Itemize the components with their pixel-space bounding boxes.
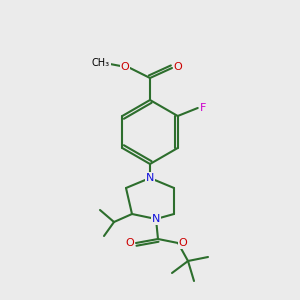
Text: N: N — [152, 214, 160, 224]
Text: O: O — [174, 62, 182, 72]
Text: O: O — [178, 238, 188, 248]
Text: O: O — [126, 238, 134, 248]
Text: CH₃: CH₃ — [92, 58, 110, 68]
Text: N: N — [146, 173, 154, 183]
Text: F: F — [200, 103, 206, 113]
Text: O: O — [121, 62, 129, 72]
